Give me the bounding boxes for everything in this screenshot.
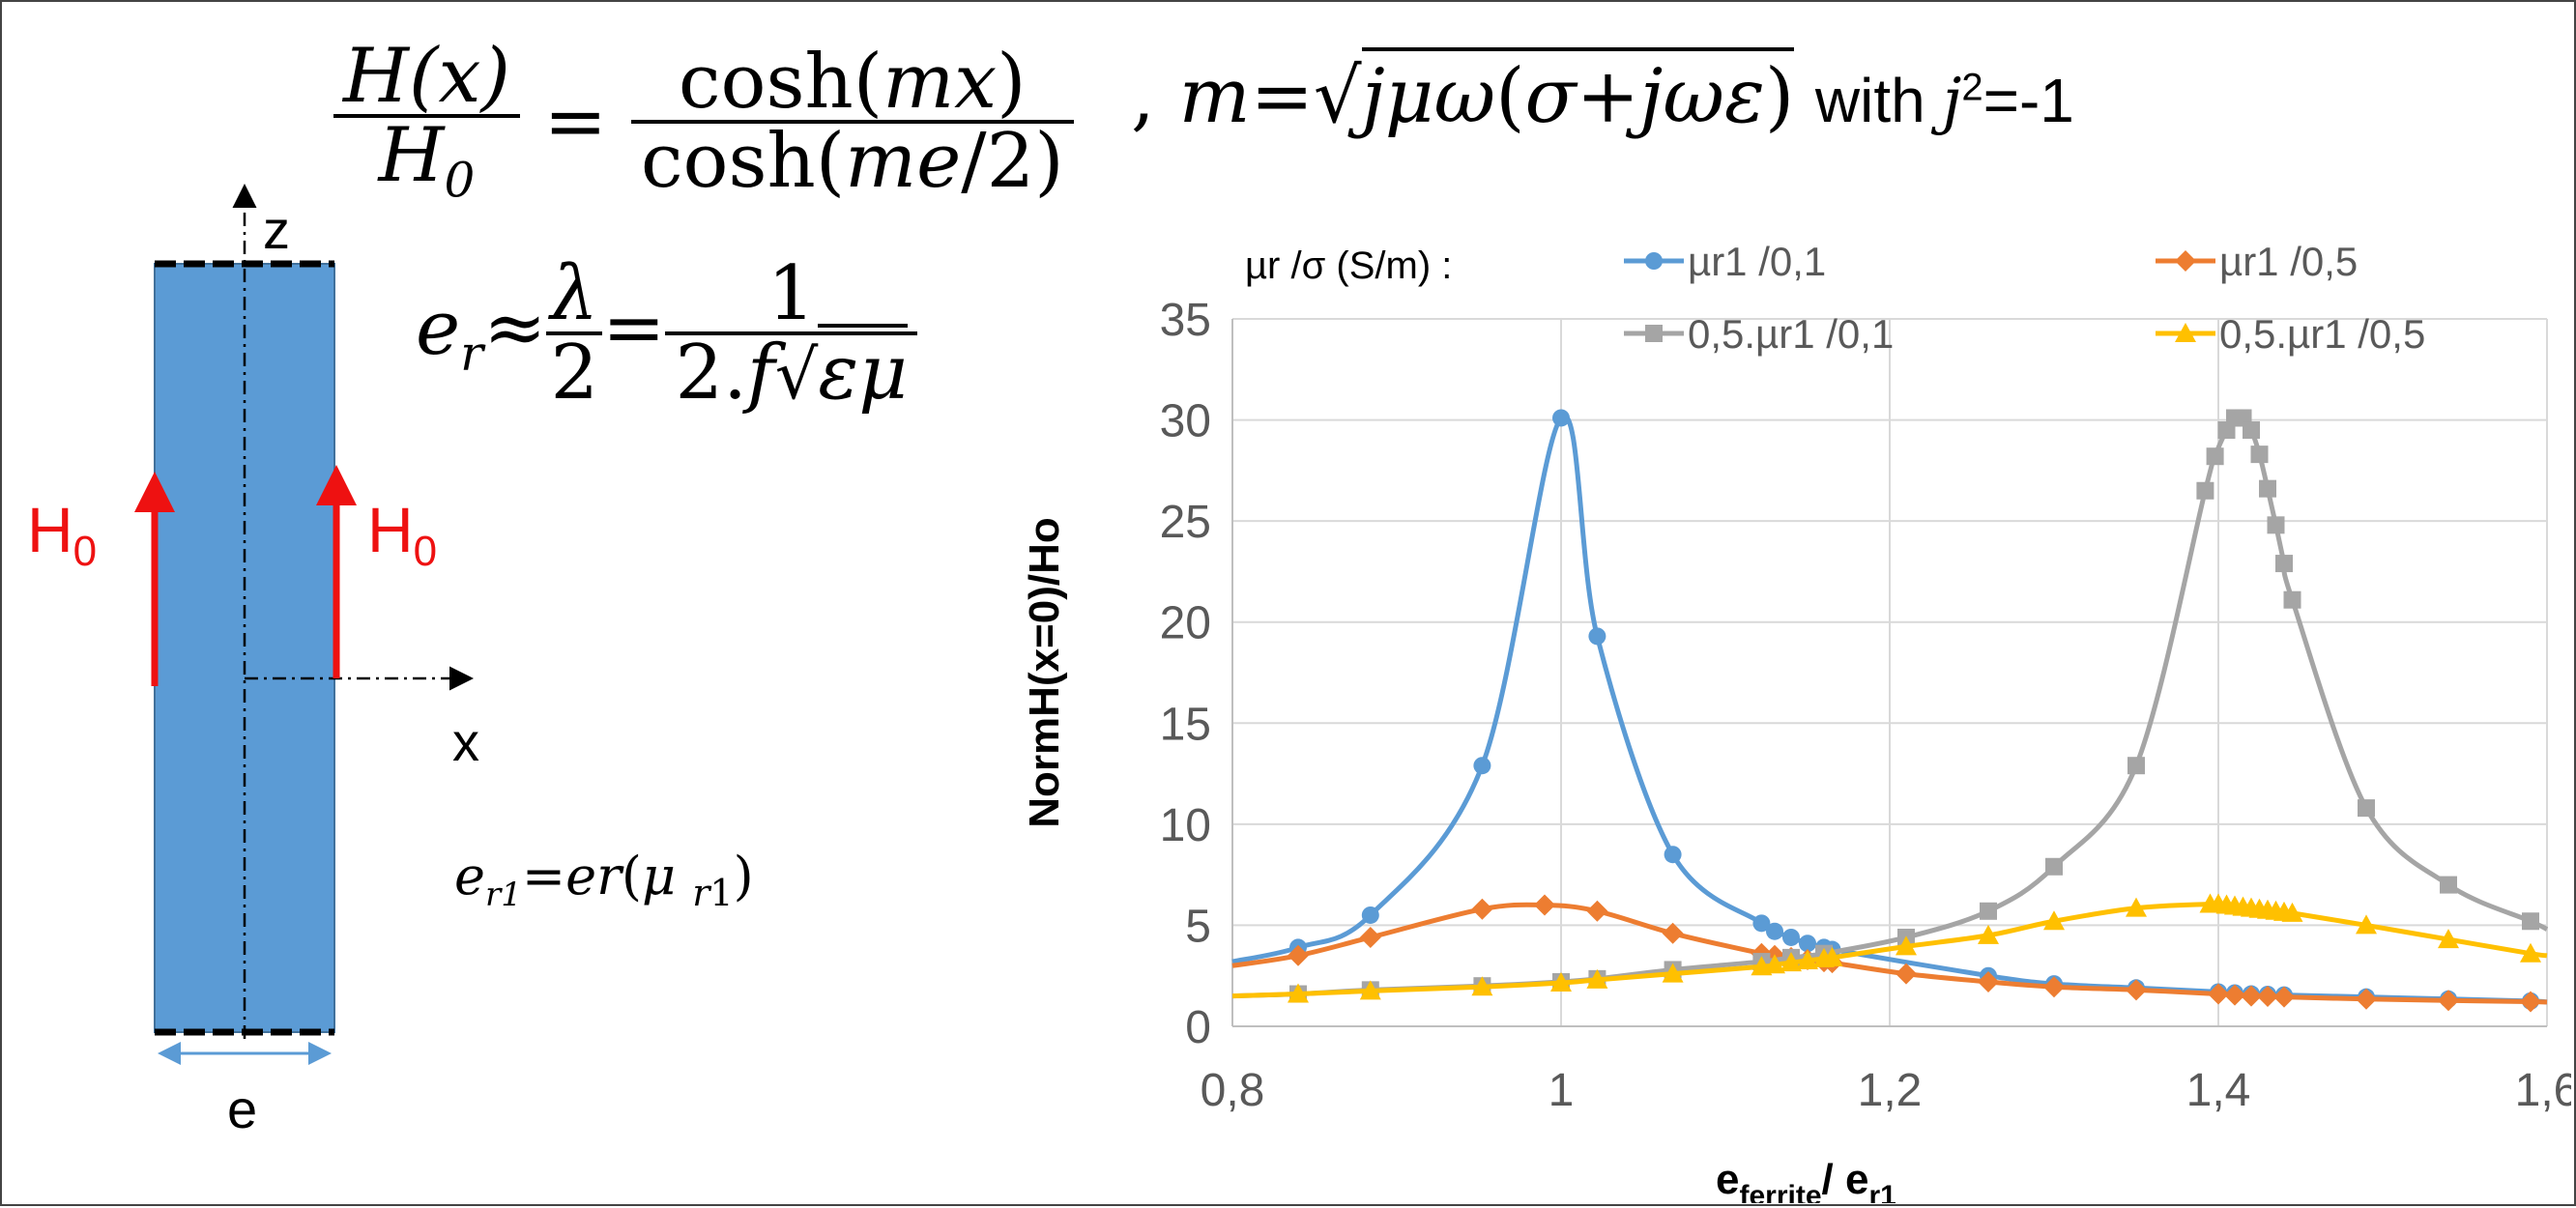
with-label: with	[1814, 66, 1925, 135]
data-point-1	[1752, 914, 1771, 933]
data-point-4	[1471, 976, 1493, 996]
h0-label-left: H0	[27, 494, 98, 576]
data-point-3	[2358, 799, 2375, 818]
y-tick-label: 30	[1160, 396, 1211, 447]
data-point-3	[2206, 447, 2224, 466]
e-label: e	[227, 1079, 258, 1139]
data-point-3	[2267, 516, 2285, 534]
slab-diagram	[134, 184, 474, 1065]
legend-label: µr1 /0,5	[2219, 239, 2358, 284]
h0-label-right: H0	[367, 494, 438, 576]
data-point-2	[1896, 963, 1917, 985]
resonance-chart: 0 5 10 15 20 25 30 35 0,8 1 1,2 1,4 1,6 NormH(x=0)/Ho…	[947, 222, 2576, 1208]
data-point-4	[1780, 952, 1802, 972]
data-point-4	[2043, 910, 2065, 931]
x-label: x	[452, 711, 479, 772]
y-tick-label: 5	[1185, 901, 1211, 952]
legend-title: µr /σ (S/m) :	[1245, 244, 1452, 287]
data-point-2	[1978, 970, 1999, 992]
data-point-1	[1473, 757, 1491, 775]
data-point-3	[1980, 902, 1997, 920]
y-tick-label: 0	[1185, 1002, 1211, 1053]
data-point-4	[2126, 897, 2147, 917]
data-point-3	[2275, 555, 2293, 573]
legend-label: 0,5.µr1 /0,5	[2219, 311, 2425, 357]
data-point-2	[2273, 986, 2295, 1008]
data-point-3	[2259, 479, 2276, 498]
data-point-4	[2520, 942, 2541, 963]
data-point-4	[2438, 929, 2459, 949]
data-point-2	[2126, 979, 2147, 1001]
data-point-1	[1552, 409, 1570, 427]
data-point-4	[1821, 946, 1843, 966]
data-point-2	[1662, 922, 1684, 944]
data-point-4	[1662, 963, 1684, 983]
data-point-2	[1359, 926, 1381, 948]
data-point-4	[1978, 924, 1999, 944]
data-point-1	[1799, 935, 1816, 953]
y-tick-label: 35	[1160, 295, 1211, 346]
data-point-1	[1588, 627, 1606, 646]
data-point-2	[2520, 991, 2541, 1013]
data-point-3	[2196, 481, 2214, 500]
legend-label: µr1 /0,1	[1688, 239, 1826, 284]
x-tick-label: 1,4	[2186, 1065, 2251, 1116]
data-point-3	[2283, 590, 2301, 609]
x-axis-label: eferrite/ er1	[1716, 1156, 1896, 1203]
data-point-4	[1896, 935, 1917, 956]
data-point-2	[2241, 985, 2262, 1007]
y-tick-label: 20	[1160, 598, 1211, 649]
data-point-3	[2127, 757, 2145, 775]
data-point-1	[1664, 846, 1682, 864]
x-tick-label: 1,2	[1858, 1065, 1923, 1116]
data-point-2	[2356, 988, 2377, 1010]
legend-swatch-marker	[1645, 252, 1663, 270]
data-point-4	[1359, 980, 1381, 1000]
data-point-2	[1288, 944, 1309, 966]
data-point-3	[2522, 912, 2539, 931]
data-point-3	[2045, 857, 2063, 876]
legend-swatch-marker	[2175, 250, 2196, 272]
chart-svg: 0 5 10 15 20 25 30 35 0,8 1 1,2 1,4 1,6 NormH(x=0)/Ho…	[1021, 239, 2576, 1208]
data-point-2	[2257, 986, 2278, 1008]
data-point-2	[1471, 898, 1493, 920]
data-point-4	[1586, 968, 1608, 989]
data-point-4	[1764, 954, 1785, 974]
formula-h-ratio: H(x) H0 = cosh(mx) cosh(me/2)	[333, 39, 1074, 205]
data-point-2	[2224, 984, 2245, 1006]
data-point-1	[1361, 906, 1379, 924]
formula-er1: er1=er(μ r1)	[454, 846, 754, 914]
y-tick-label: 10	[1160, 800, 1211, 851]
y-axis-label: NormH(x=0)/Ho	[1021, 517, 1068, 828]
x-tick-label: 1	[1548, 1065, 1575, 1116]
data-point-1	[1766, 922, 1783, 940]
formula-er: er≈ λ 2 = 1 2.f√εμ	[416, 256, 917, 417]
data-point-3	[2243, 421, 2260, 440]
data-point-2	[2208, 983, 2229, 1005]
data-point-2	[2043, 976, 2065, 998]
legend-label: 0,5.µr1 /0,1	[1688, 311, 1894, 357]
legend-swatch-marker	[2175, 323, 2196, 342]
data-point-2	[1534, 894, 1555, 916]
data-point-4	[2281, 902, 2303, 922]
data-point-3	[2250, 446, 2269, 464]
data-point-2	[1586, 900, 1608, 922]
data-point-4	[1797, 950, 1818, 970]
data-point-2	[2438, 990, 2459, 1012]
formula-m: , m=√jμω(σ+jωε) with j2=-1	[1131, 47, 2074, 140]
x-tick-label: 1,6	[2515, 1065, 2571, 1116]
z-label: z	[263, 199, 290, 260]
data-point-4	[2356, 914, 2377, 935]
x-tick-label: 0,8	[1201, 1065, 1265, 1116]
data-point-3	[2440, 876, 2457, 894]
y-tick-label: 25	[1160, 497, 1211, 548]
data-point-4	[1550, 972, 1572, 992]
legend-swatch-marker	[1645, 325, 1663, 342]
data-point-4	[1288, 983, 1309, 1003]
y-tick-label: 15	[1160, 699, 1211, 750]
data-point-1	[1782, 928, 1800, 946]
